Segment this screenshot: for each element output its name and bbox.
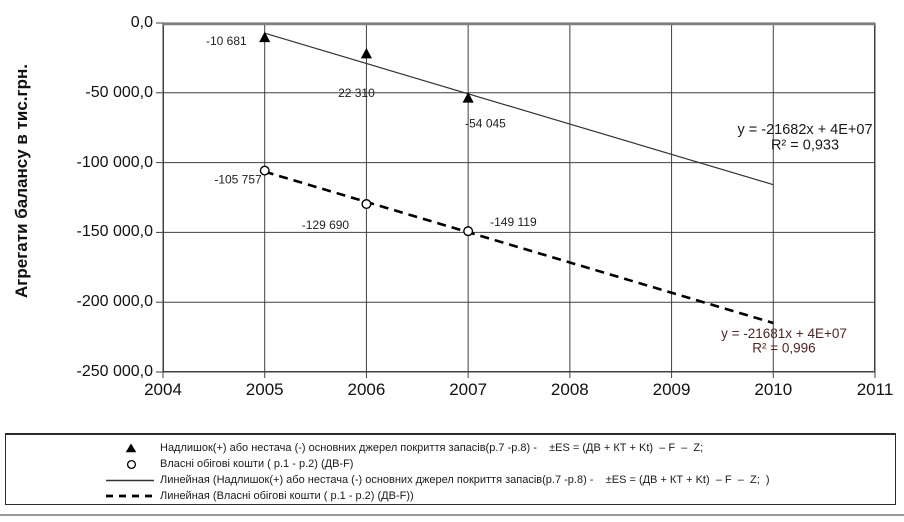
circle-data-point bbox=[259, 165, 270, 176]
legend-item: Надлишок(+) або нестача (-) основних дже… bbox=[6, 440, 895, 456]
trendline-r-squared: R² = 0,933 bbox=[771, 138, 839, 154]
data-point-label: -105 757 bbox=[214, 173, 262, 187]
x-axis-tick-label: 2010 bbox=[754, 380, 793, 399]
triangle-data-point bbox=[462, 92, 474, 103]
legend: Надлишок(+) або нестача (-) основних дже… bbox=[5, 433, 896, 505]
y-axis-tick-label: -250 000,0 bbox=[76, 363, 153, 380]
trendline-r-squared: R² = 0,996 bbox=[752, 341, 815, 356]
y-axis-tick-label: -150 000,0 bbox=[76, 223, 153, 241]
data-point-label: -54 045 bbox=[465, 116, 506, 130]
y-axis-tick-label: 0,0 bbox=[130, 14, 153, 31]
dashed-line-icon bbox=[106, 493, 156, 499]
data-point-label: -149 119 bbox=[490, 215, 537, 229]
y-axis-title: Агрегати балансу в тис.грн. bbox=[12, 64, 31, 298]
bottom-divider bbox=[0, 514, 904, 516]
x-axis-tick-label: 2009 bbox=[652, 380, 691, 399]
circle-data-point bbox=[463, 226, 474, 237]
solid-line-icon bbox=[106, 478, 156, 483]
legend-item-label: Надлишок(+) або нестача (-) основних дже… bbox=[160, 442, 704, 454]
circle-data-point bbox=[361, 199, 372, 210]
data-point-label: -129 690 bbox=[302, 218, 350, 232]
data-point-label: 22 310 bbox=[338, 86, 375, 100]
plot-border bbox=[163, 23, 875, 372]
data-point-label: -10 681 bbox=[206, 34, 247, 48]
legend-item-label: Линейная (Надлишок(+) або нестача (-) ос… bbox=[160, 474, 770, 486]
x-axis-tick-label: 2004 bbox=[144, 380, 182, 399]
legend-item: Власні обігові кошти ( р.1 - р.2) (ДВ-F) bbox=[6, 456, 895, 472]
x-axis-tick-label: 2006 bbox=[347, 380, 386, 399]
y-axis-tick-label: -50 000,0 bbox=[85, 83, 153, 101]
x-axis-tick-label: 2008 bbox=[550, 380, 589, 399]
solid-trendline bbox=[264, 32, 774, 186]
plot-area: y = -21682x + 4E+07 R² = 0,933 y = -21681x… bbox=[156, 22, 876, 378]
y-axis-tick-label: -200 000,0 bbox=[76, 293, 153, 311]
y-axis-tick-label: -100 000,0 bbox=[76, 153, 153, 171]
triangle-marker-icon bbox=[106, 443, 156, 453]
legend-item-label: Линейная (Власні обігові кошти ( р.1 - р… bbox=[160, 490, 414, 502]
triangle-data-point bbox=[360, 47, 373, 59]
legend-item-label: Власні обігові кошти ( р.1 - р.2) (ДВ-F) bbox=[160, 458, 354, 470]
trendline-equation: y = -21681x + 4E+07 bbox=[721, 326, 847, 341]
x-axis-tick-label: 2005 bbox=[245, 380, 284, 399]
trendline-equation: y = -21682x + 4E+07 bbox=[737, 122, 872, 138]
triangle-data-point bbox=[259, 31, 271, 43]
legend-item: Линейная (Власні обігові кошти ( р.1 - р… bbox=[6, 488, 895, 504]
x-axis-tick-label: 2011 bbox=[856, 380, 894, 399]
dashed-trendline bbox=[264, 170, 774, 325]
x-axis-tick-label: 2007 bbox=[449, 380, 488, 399]
circle-marker-icon bbox=[106, 459, 156, 470]
legend-item: Линейная (Надлишок(+) або нестача (-) ос… bbox=[6, 472, 895, 488]
